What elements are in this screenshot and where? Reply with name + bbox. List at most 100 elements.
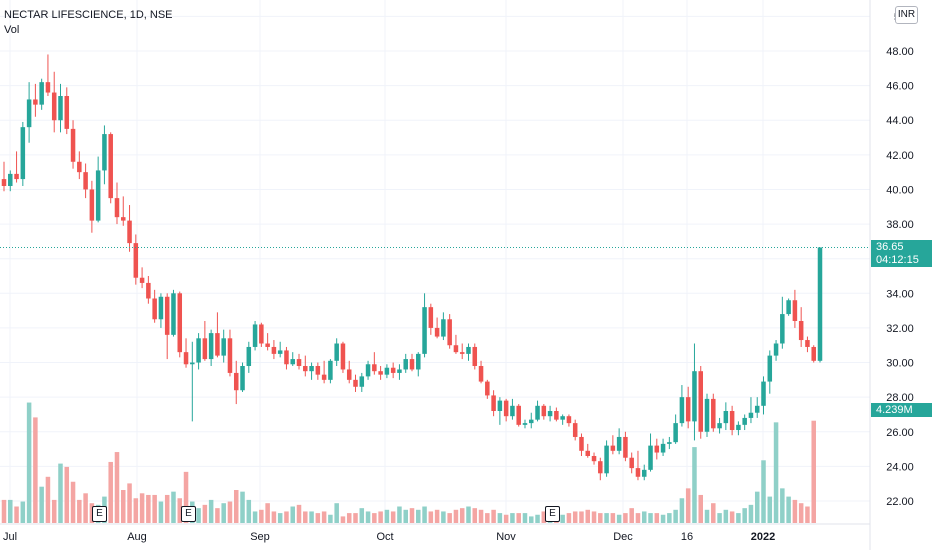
last-price-value: 36.65 bbox=[876, 241, 904, 253]
y-tick-label: 22.00 bbox=[886, 496, 914, 508]
candle-body bbox=[447, 319, 452, 346]
volume-bar bbox=[309, 511, 314, 523]
volume-bar bbox=[453, 509, 459, 523]
currency-button[interactable]: INR bbox=[895, 6, 918, 24]
candle-body bbox=[654, 445, 660, 453]
candle-body bbox=[692, 371, 697, 422]
candle-body bbox=[196, 338, 201, 363]
candle-body bbox=[108, 134, 113, 199]
candle-body bbox=[641, 469, 647, 477]
candle-body bbox=[164, 296, 170, 335]
candle-body bbox=[215, 333, 220, 356]
volume-bar bbox=[516, 513, 521, 523]
volume-bar bbox=[522, 513, 528, 523]
candle-body bbox=[372, 364, 377, 372]
volume-bar bbox=[478, 509, 484, 523]
volume-bar bbox=[472, 508, 478, 523]
candle-body bbox=[121, 217, 126, 221]
volume-bar bbox=[158, 501, 164, 523]
candle-body bbox=[472, 346, 478, 366]
volume-bar bbox=[673, 509, 678, 523]
volume-bar bbox=[340, 516, 346, 523]
candle-body bbox=[648, 445, 653, 470]
y-tick-label: 32.00 bbox=[886, 323, 914, 335]
volume-bar bbox=[384, 509, 390, 523]
candle-body bbox=[585, 450, 591, 456]
candle-body bbox=[303, 366, 308, 372]
y-tick-label: 28.00 bbox=[886, 392, 914, 404]
volume-bar bbox=[177, 498, 183, 523]
volume-bar bbox=[51, 499, 57, 523]
candle-body bbox=[83, 172, 88, 190]
candle-body bbox=[20, 127, 26, 180]
volume-bar bbox=[497, 513, 503, 523]
candle-body bbox=[673, 423, 678, 443]
volume-bar bbox=[648, 513, 653, 523]
volume-bar bbox=[679, 498, 685, 523]
candle-body bbox=[748, 412, 754, 418]
volume-bar bbox=[246, 499, 252, 523]
volume-bar bbox=[780, 488, 785, 523]
y-tick-label: 44.00 bbox=[886, 115, 914, 127]
volume-bar bbox=[441, 511, 446, 523]
candle-body bbox=[566, 416, 572, 424]
candle-body bbox=[767, 355, 773, 382]
volume-bar bbox=[660, 514, 666, 523]
candle-body bbox=[422, 307, 427, 354]
candle-body bbox=[233, 372, 239, 391]
volume-bar bbox=[805, 506, 810, 523]
candle-body bbox=[409, 359, 415, 370]
volume-bar bbox=[233, 490, 239, 523]
candle-body bbox=[127, 220, 132, 244]
volume-bar bbox=[704, 509, 710, 523]
volume-bar bbox=[723, 509, 729, 523]
candle-body bbox=[717, 423, 722, 429]
candle-body bbox=[202, 338, 208, 360]
candle-body bbox=[503, 400, 509, 417]
candle-body bbox=[114, 198, 120, 218]
volume-bar bbox=[529, 516, 534, 523]
candle-body bbox=[158, 296, 164, 320]
volume-bar bbox=[146, 494, 151, 523]
volume-bar bbox=[459, 508, 465, 523]
candle-body bbox=[485, 381, 490, 396]
candle-body bbox=[45, 82, 51, 93]
x-tick-label: Oct bbox=[376, 531, 393, 543]
volume-bar bbox=[610, 513, 616, 523]
earnings-marker[interactable]: E bbox=[92, 506, 107, 522]
last-volume-tag: 4.239M bbox=[871, 403, 932, 417]
volume-bar bbox=[685, 488, 691, 523]
candle-body bbox=[604, 445, 609, 474]
volume-bar bbox=[598, 513, 603, 523]
volume-bar bbox=[346, 513, 352, 523]
volume-legend[interactable]: Vol bbox=[4, 24, 20, 36]
volume-bar bbox=[390, 511, 396, 523]
x-tick-label: Dec bbox=[613, 531, 633, 543]
candle-body bbox=[252, 324, 258, 347]
earnings-marker[interactable]: E bbox=[545, 506, 560, 522]
candle-body bbox=[51, 92, 57, 121]
volume-bar bbox=[39, 486, 44, 523]
candle-body bbox=[208, 333, 214, 360]
volume-bar bbox=[196, 508, 201, 523]
candle-body bbox=[102, 134, 107, 171]
candle-body bbox=[321, 374, 327, 380]
volume-bar bbox=[164, 494, 170, 523]
earnings-marker[interactable]: E bbox=[181, 506, 196, 522]
volume-bar bbox=[240, 491, 245, 523]
candle-body bbox=[478, 366, 484, 382]
volume-bar bbox=[604, 513, 609, 523]
symbol-title[interactable]: NECTAR LIFESCIENCE, 1D, NSE bbox=[4, 9, 173, 21]
y-tick-label: 30.00 bbox=[886, 358, 914, 370]
candle-body bbox=[146, 282, 151, 299]
volume-bar bbox=[315, 513, 321, 523]
volume-bar bbox=[466, 506, 471, 523]
candle-body bbox=[535, 405, 540, 420]
candle-body bbox=[277, 350, 283, 354]
volume-bar bbox=[447, 513, 452, 523]
candle-body bbox=[240, 366, 245, 391]
volume-bar bbox=[171, 491, 176, 523]
volume-bar bbox=[33, 417, 38, 523]
